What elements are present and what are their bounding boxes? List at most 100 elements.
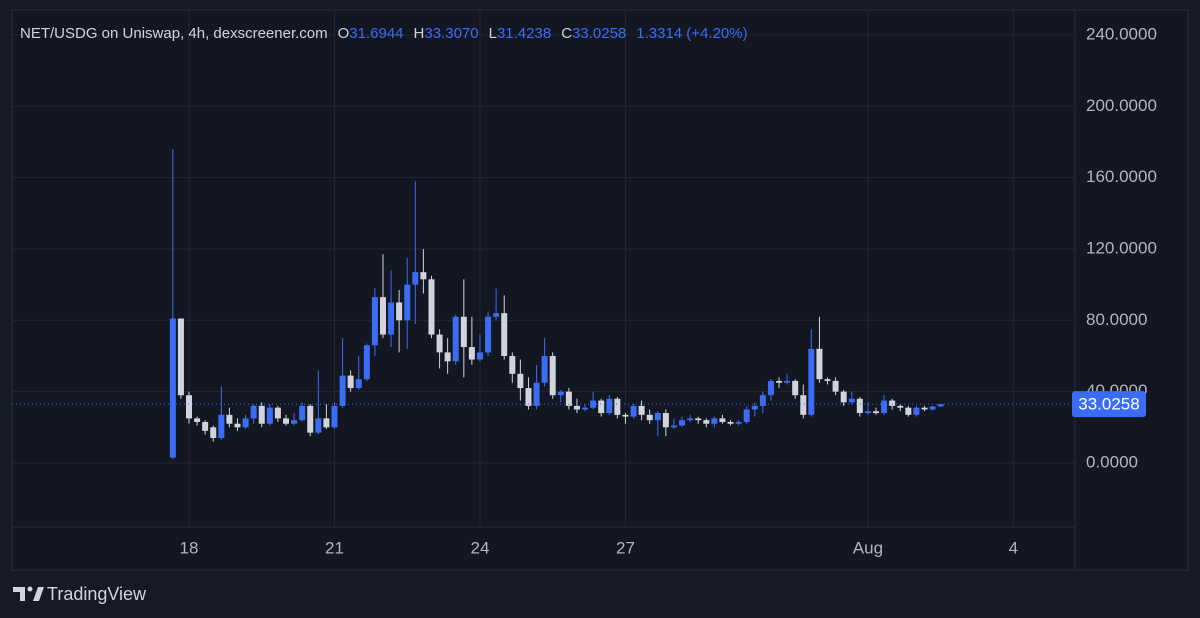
overlay: 0.000040.000080.0000120.0000160.0000200.…: [12, 24, 1157, 557]
chart-header: NET/USDG on Uniswap, 4h, dexscreener.com…: [20, 25, 748, 42]
candle-body: [355, 379, 362, 389]
candle-body: [242, 418, 249, 428]
candle-body: [541, 355, 548, 383]
candle-body: [549, 355, 556, 396]
legend-value: 33.0258: [572, 25, 626, 42]
candle-body: [291, 420, 298, 424]
candle-body: [331, 405, 338, 428]
candle-body: [436, 334, 443, 353]
x-tick-label: 4: [1009, 538, 1018, 557]
legend-key: C: [561, 25, 572, 42]
candle-body: [727, 421, 734, 424]
candle-body: [307, 405, 314, 433]
y-tick-label: 120.0000: [1086, 238, 1157, 257]
candle-body: [670, 425, 677, 428]
candle-body: [856, 398, 863, 414]
legend-key: H: [414, 25, 425, 42]
candle-body: [460, 316, 467, 348]
candle-body: [299, 405, 306, 421]
candle-body: [832, 380, 839, 392]
candle-body: [590, 400, 597, 408]
x-tick-label: 21: [325, 538, 344, 557]
candle-body: [573, 405, 580, 410]
candle-body: [776, 380, 783, 383]
candles: [169, 149, 944, 460]
candle-body: [258, 405, 265, 424]
change-value: 1.3314 (+4.20%): [636, 25, 747, 42]
candle-body: [323, 418, 330, 428]
legend-key: O: [338, 25, 350, 42]
candle-body: [388, 302, 395, 335]
logo-mark: [33, 587, 44, 601]
candle-body: [379, 297, 386, 335]
candle-body: [509, 355, 516, 374]
candle-body: [404, 284, 411, 321]
candle-body: [719, 418, 726, 422]
candle-body: [210, 427, 217, 439]
candle-body: [695, 418, 702, 421]
candle-body: [711, 418, 718, 424]
candle-body: [412, 272, 419, 285]
candle-body: [363, 345, 370, 380]
candle-body: [913, 407, 920, 415]
brand-name: TradingView: [47, 584, 147, 604]
brand-logo: TradingView: [13, 584, 147, 604]
candle-body: [679, 420, 686, 426]
candle-body: [646, 414, 653, 421]
candle-body: [662, 413, 669, 428]
candle-body: [557, 391, 564, 396]
candle-body: [485, 316, 492, 353]
candle-body: [582, 407, 589, 410]
chart-title: NET/USDG on Uniswap, 4h, dexscreener.com: [20, 25, 328, 42]
candle-body: [759, 395, 766, 406]
candle-body: [630, 405, 637, 417]
candle-body: [816, 348, 823, 380]
candle-body: [808, 348, 815, 415]
candle-body: [169, 318, 176, 458]
candle-body: [784, 380, 791, 383]
candle-body: [792, 380, 799, 396]
candle-body: [687, 418, 694, 421]
candle-body: [614, 398, 621, 415]
candle-body: [177, 318, 184, 396]
candle-body: [929, 406, 936, 410]
candle-body: [396, 302, 403, 321]
candle-body: [315, 418, 322, 433]
candle-body: [274, 407, 281, 419]
candle-body: [598, 400, 605, 414]
candle-body: [266, 407, 273, 424]
candle-body: [371, 297, 378, 346]
candle-body: [800, 395, 807, 415]
candle-body: [282, 418, 289, 424]
candle-body: [735, 421, 742, 424]
x-tick-label: 18: [180, 538, 199, 557]
candle-body: [743, 409, 750, 422]
candle-body: [881, 400, 888, 414]
logo-mark: [13, 587, 25, 601]
candle-body: [339, 375, 346, 406]
candle-body: [186, 395, 193, 419]
y-tick-label: 240.0000: [1086, 24, 1157, 43]
candle-body: [525, 388, 532, 406]
y-tick-label: 160.0000: [1086, 167, 1157, 186]
candle-body: [751, 405, 758, 410]
y-tick-label: 0.0000: [1086, 452, 1138, 471]
x-tick-label: 27: [616, 538, 635, 557]
candle-body: [873, 411, 880, 414]
candle-body: [517, 373, 524, 389]
legend-value: 31.4238: [497, 25, 551, 42]
y-tick-label: 200.0000: [1086, 96, 1157, 115]
candle-body: [218, 414, 225, 439]
candle-body: [654, 413, 661, 421]
candle-body: [889, 400, 896, 406]
candle-body: [493, 313, 500, 317]
y-tick-label: 80.0000: [1086, 310, 1147, 329]
candle-body: [202, 421, 209, 431]
candle-body: [622, 414, 629, 417]
x-tick-label: 24: [471, 538, 490, 557]
chart-panel: [11, 9, 1189, 571]
candle-body: [428, 279, 435, 335]
candle-body: [194, 418, 201, 422]
logo-dot: [27, 586, 33, 592]
